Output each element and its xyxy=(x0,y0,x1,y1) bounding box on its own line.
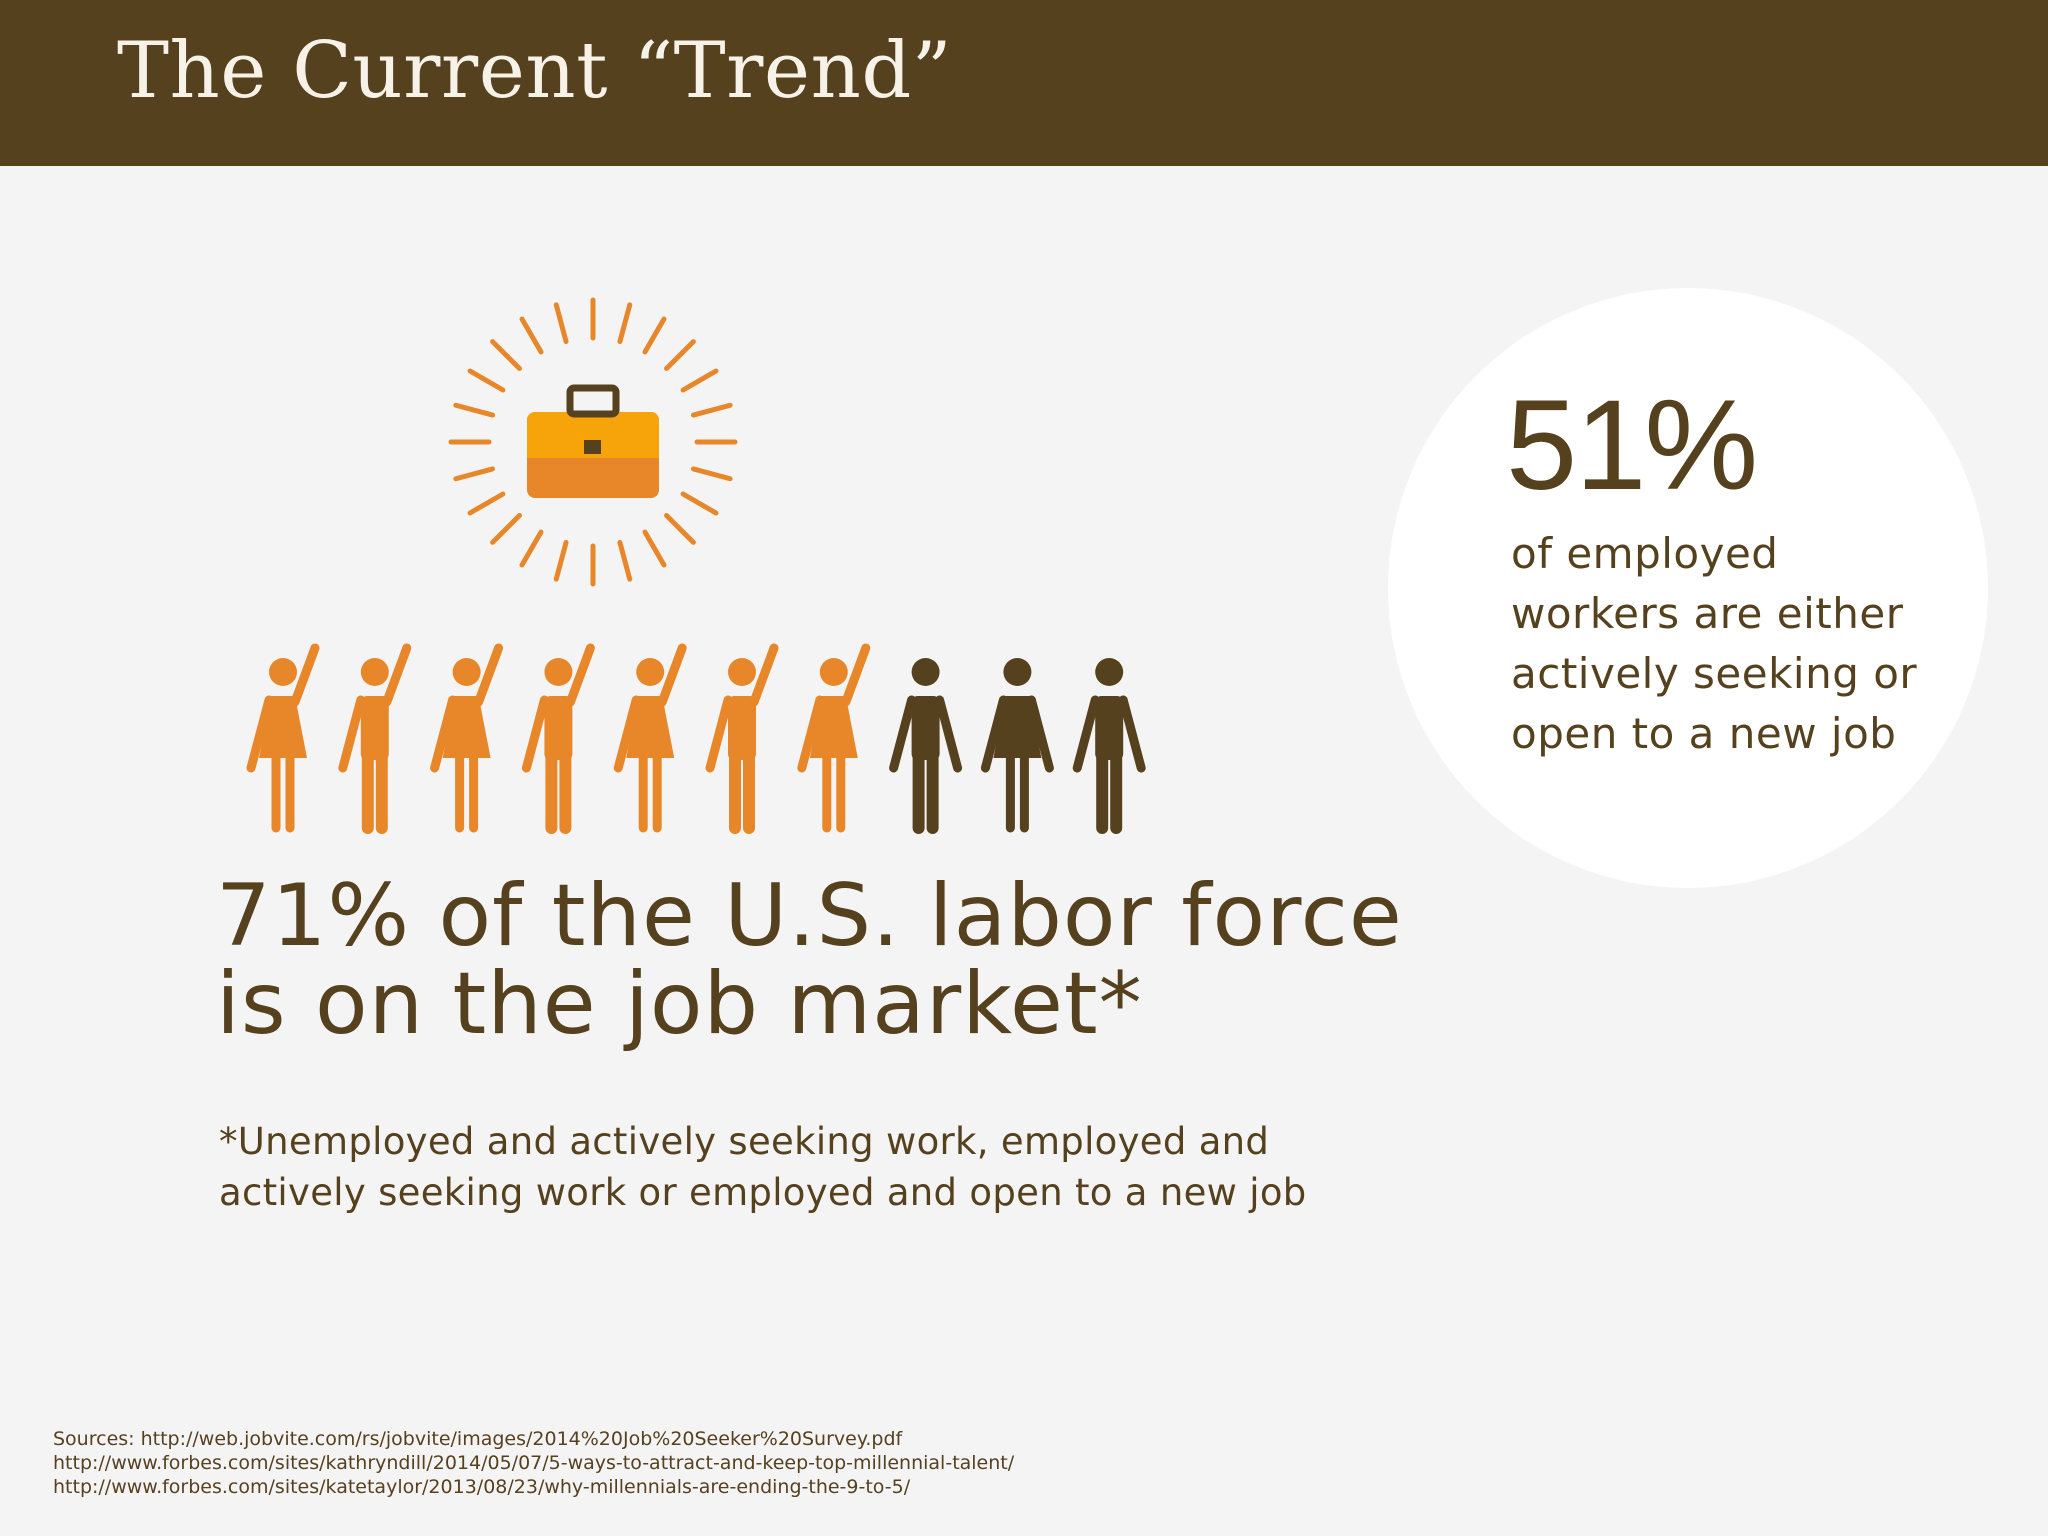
sun-ray xyxy=(617,539,633,582)
sun-ray xyxy=(680,368,719,393)
sun-ray xyxy=(690,466,733,482)
sources: Sources: http://web.jobvite.com/rs/jobvi… xyxy=(53,1427,1953,1499)
sun-ray xyxy=(664,339,696,371)
sun-ray xyxy=(664,513,696,545)
person-icon xyxy=(980,658,1054,833)
person-icon xyxy=(430,643,504,833)
sun-ray xyxy=(680,491,719,516)
person-icon xyxy=(1072,658,1146,834)
person-icon xyxy=(246,643,320,833)
sun-ray xyxy=(490,513,522,545)
page-title: The Current “Trend” xyxy=(117,26,953,116)
sun-ray xyxy=(490,339,522,371)
person-icon xyxy=(705,643,779,834)
sun-ray xyxy=(642,529,667,568)
source-line: Sources: http://web.jobvite.com/rs/jobvi… xyxy=(53,1428,903,1450)
source-line: http://www.forbes.com/sites/kathryndill/… xyxy=(53,1452,1015,1474)
person-icon xyxy=(521,643,595,834)
sun-ray xyxy=(467,491,506,516)
sun-ray xyxy=(642,316,667,355)
stat-circle xyxy=(1388,288,1988,888)
stat-value: 51% xyxy=(1506,374,1758,517)
sun-ray xyxy=(453,402,496,418)
person-icon xyxy=(613,643,687,833)
people-pictogram xyxy=(246,643,1146,834)
footnote: *Unemployed and actively seeking work, e… xyxy=(219,1120,1307,1214)
sun-ray xyxy=(519,316,544,355)
sun-ray xyxy=(519,529,544,568)
stat-description: of employed workers are either actively … xyxy=(1511,529,1918,758)
sun-ray xyxy=(617,302,633,345)
source-line: http://www.forbes.com/sites/katetaylor/2… xyxy=(53,1476,911,1498)
sun-ray xyxy=(690,402,733,418)
sun-ray xyxy=(467,368,506,393)
sun-ray xyxy=(553,302,569,345)
sun-ray xyxy=(553,539,569,582)
person-icon xyxy=(889,658,963,834)
person-icon xyxy=(338,643,412,834)
sun-ray xyxy=(453,466,496,482)
header-bar: The Current “Trend” xyxy=(0,0,2048,166)
briefcase-sun-icon xyxy=(448,297,738,587)
person-icon xyxy=(797,643,871,833)
headline: 71% of the U.S. labor force is on the jo… xyxy=(216,866,1403,1054)
